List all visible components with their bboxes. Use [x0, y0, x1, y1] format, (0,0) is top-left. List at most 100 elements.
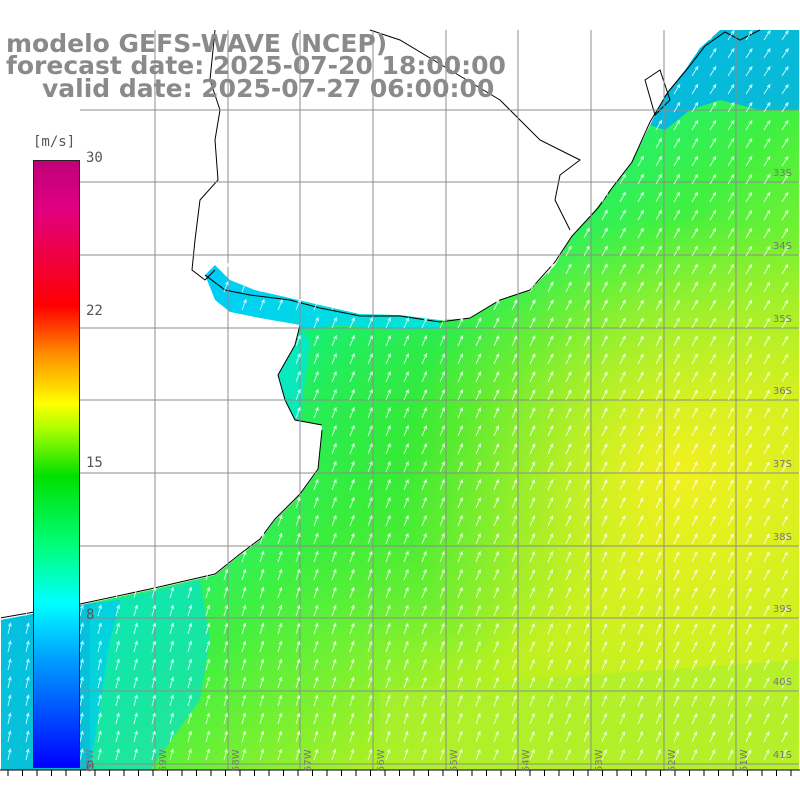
- wind-arrow: [367, 514, 373, 527]
- wind-arrow: [277, 514, 283, 527]
- wind-arrow: [295, 550, 301, 563]
- wind-arrow: [529, 730, 535, 743]
- wind-arrow: [421, 388, 427, 401]
- wind-arrow: [313, 388, 319, 401]
- wind-arrow: [745, 65, 753, 77]
- wind-arrow: [673, 317, 680, 329]
- wind-arrow: [763, 677, 770, 689]
- wind-arrow: [439, 730, 445, 743]
- wind-arrow: [475, 514, 481, 527]
- wind-arrow: [403, 514, 409, 527]
- wind-arrow: [511, 299, 518, 311]
- wind-arrow: [691, 677, 698, 689]
- wind-arrow: [601, 353, 608, 365]
- wind-arrow: [277, 730, 283, 743]
- wind-arrow: [709, 83, 717, 95]
- wind-arrow: [619, 694, 625, 707]
- wind-arrow: [439, 604, 445, 617]
- wind-arrow: [637, 694, 644, 707]
- wind-arrow: [619, 479, 626, 491]
- wind-arrow: [331, 334, 337, 347]
- wind-arrow: [709, 209, 717, 221]
- wind-arrow: [601, 407, 608, 419]
- wind-arrow: [763, 605, 770, 617]
- wind-arrow: [385, 478, 391, 491]
- wind-arrow: [673, 335, 680, 347]
- wind-arrow: [493, 568, 499, 581]
- wind-arrow: [547, 299, 554, 311]
- wind-arrow: [385, 370, 391, 383]
- wind-arrow: [583, 694, 589, 707]
- wind-arrow: [745, 641, 752, 653]
- wind-arrow: [97, 622, 102, 635]
- wind-arrow: [241, 622, 247, 635]
- wind-arrow: [745, 47, 753, 59]
- wind-arrow: [727, 461, 734, 473]
- wind-arrow: [187, 676, 193, 689]
- wind-arrow: [151, 622, 157, 635]
- wind-arrow: [25, 658, 30, 671]
- wind-arrow: [421, 640, 427, 653]
- wind-arrow: [781, 659, 788, 671]
- wind-arrow: [187, 586, 193, 599]
- wind-arrow: [727, 605, 734, 617]
- wind-arrow: [637, 515, 644, 527]
- wind-arrow: [781, 569, 788, 581]
- wind-arrow: [439, 370, 446, 383]
- wind-arrow: [727, 623, 734, 635]
- wind-arrow: [619, 335, 626, 347]
- wind-arrow: [763, 425, 770, 437]
- wind-arrow: [367, 316, 373, 329]
- wind-arrow: [637, 712, 643, 725]
- wind-arrow: [79, 658, 84, 671]
- wind-arrow: [691, 425, 698, 437]
- wind-arrow: [295, 604, 301, 617]
- wind-arrow: [763, 155, 771, 167]
- wind-arrow: [133, 658, 138, 671]
- wind-arrow: [727, 515, 734, 527]
- wind-arrow: [781, 191, 789, 203]
- wind-arrow: [7, 712, 12, 725]
- wind-arrow: [565, 479, 572, 491]
- wind-arrow: [745, 317, 753, 329]
- wind-arrow: [349, 622, 355, 635]
- wind-arrow: [745, 119, 753, 131]
- wind-arrow: [7, 676, 12, 689]
- wind-arrow: [763, 353, 771, 365]
- wind-arrow: [241, 280, 247, 293]
- wind-arrow: [169, 676, 175, 689]
- lat-label: 41S: [772, 750, 792, 761]
- wind-arrow: [637, 299, 644, 311]
- wind-arrow: [547, 604, 553, 617]
- wind-arrow: [25, 694, 30, 707]
- wind-arrow: [601, 587, 608, 599]
- wind-arrow: [601, 479, 608, 491]
- wind-arrow: [313, 316, 319, 329]
- wind-arrow: [421, 748, 427, 761]
- wind-arrow: [385, 550, 391, 563]
- wind-arrow: [349, 604, 355, 617]
- wind-arrow: [565, 586, 572, 599]
- wind-arrow: [331, 730, 337, 743]
- wind-arrow: [187, 730, 193, 743]
- wind-arrow: [403, 586, 409, 599]
- wind-arrow: [673, 137, 681, 149]
- wind-arrow: [475, 604, 481, 617]
- wind-arrow: [295, 406, 301, 419]
- wind-arrow: [115, 730, 120, 743]
- wind-arrow: [331, 388, 337, 401]
- wind-arrow: [349, 748, 355, 761]
- wind-arrow: [619, 281, 626, 293]
- wind-arrow: [601, 317, 608, 329]
- wind-arrow: [475, 532, 481, 545]
- wind-arrow: [133, 694, 138, 707]
- wind-arrow: [601, 658, 607, 671]
- wind-arrow: [601, 209, 608, 221]
- axis-ticks: [7, 770, 792, 776]
- wind-arrow: [619, 209, 626, 221]
- wind-arrow: [241, 694, 247, 707]
- wind-arrow: [457, 658, 463, 671]
- wind-arrow: [745, 497, 752, 509]
- wind-arrow: [781, 731, 788, 743]
- wind-arrow: [205, 262, 211, 275]
